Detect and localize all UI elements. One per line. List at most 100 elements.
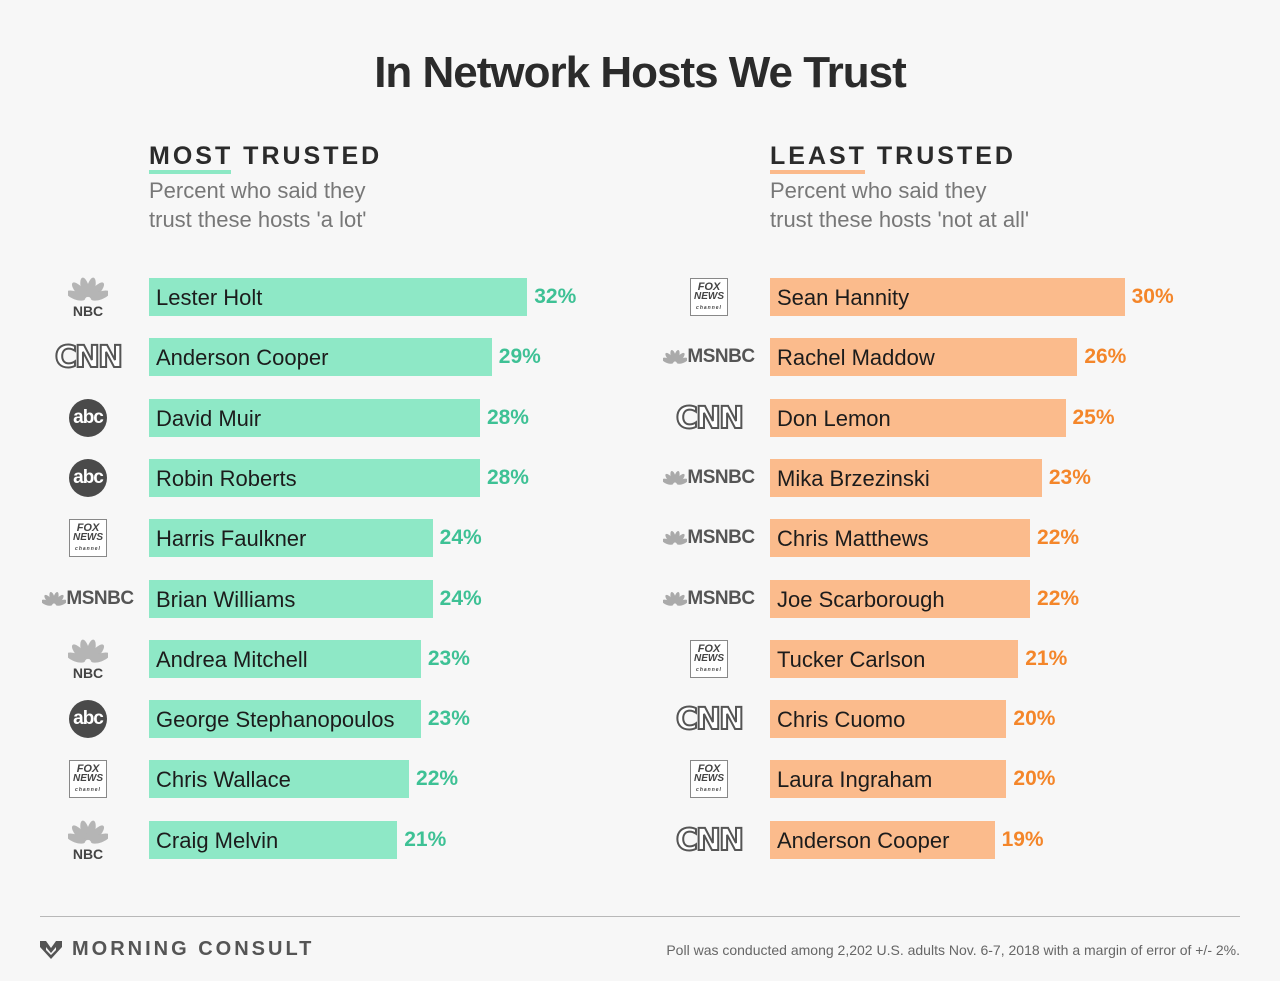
least-trusted-row: MSNBC Joe Scarborough 22% xyxy=(622,580,1280,618)
least-trusted-network-logo: FOX NEWS channel xyxy=(659,760,759,798)
least-trusted-network-logo: MSNBC xyxy=(659,519,759,557)
most-trusted-bar: Harris Faulkner xyxy=(149,519,433,557)
most-trusted-network-logo: FOX NEWS channel xyxy=(38,519,138,557)
fox-logo-news-text: NEWS xyxy=(73,531,103,543)
most-trusted-heading-first: MOST xyxy=(149,142,234,174)
abc-logo-icon: abc xyxy=(69,459,107,497)
most-trusted-value-label: 23% xyxy=(427,647,470,670)
cnn-logo-text: CNN xyxy=(675,822,745,859)
nbc-logo-text: NBC xyxy=(72,845,104,862)
fox-logo-news-text: NEWS xyxy=(694,652,724,664)
peacock-icon xyxy=(663,591,688,606)
most-trusted-host-name: Craig Melvin xyxy=(156,828,279,853)
least-trusted-row: FOX NEWS channel Tucker Carlson 21% xyxy=(622,640,1280,678)
abc-logo-icon: abc xyxy=(69,399,107,437)
least-trusted-row: CNN Anderson Cooper 19% xyxy=(622,821,1280,859)
least-trusted-host-name: Anderson Cooper xyxy=(777,828,950,853)
most-trusted-network-logo: CNN xyxy=(38,338,138,376)
least-trusted-value-label: 20% xyxy=(1013,767,1056,790)
fox-logo-channel-text: channel xyxy=(696,666,722,673)
least-trusted-row: CNN Chris Cuomo 20% xyxy=(622,700,1280,738)
least-trusted-bar: Joe Scarborough xyxy=(770,580,1031,618)
least-trusted-value-label: 22% xyxy=(1037,526,1080,549)
fox-logo-channel-text: channel xyxy=(696,304,722,311)
most-trusted-value-label: 24% xyxy=(439,526,482,549)
most-trusted-host-name: Harris Faulkner xyxy=(156,526,307,551)
cnn-logo-text: CNN xyxy=(54,339,124,376)
least-trusted-heading: LEAST TRUSTED xyxy=(770,142,1016,174)
least-trusted-bar: Laura Ingraham xyxy=(770,760,1007,798)
fox-logo-fox-text: FOX xyxy=(697,642,721,655)
most-trusted-row: FOX NEWS channel Harris Faulkner 24% xyxy=(0,519,640,557)
peacock-icon xyxy=(68,820,108,844)
most-trusted-heading-rest: TRUSTED xyxy=(243,142,383,170)
brand-name: MORNING CONSULT xyxy=(72,938,315,960)
most-trusted-network-logo: NBC xyxy=(38,820,138,862)
most-trusted-host-name: Anderson Cooper xyxy=(156,345,329,370)
fox-logo-channel-text: channel xyxy=(696,786,722,793)
least-trusted-value-label: 25% xyxy=(1072,406,1115,429)
peacock-icon xyxy=(68,277,108,301)
fox-logo-fox-text: FOX xyxy=(76,762,100,775)
most-trusted-value-label: 22% xyxy=(416,767,459,790)
abc-logo-text: abc xyxy=(73,407,104,428)
fox-logo-fox-text: FOX xyxy=(697,762,721,775)
peacock-icon xyxy=(42,591,67,606)
least-trusted-value-label: 23% xyxy=(1048,466,1091,489)
least-trusted-value-label: 22% xyxy=(1037,587,1080,610)
least-trusted-host-name: Tucker Carlson xyxy=(777,647,926,672)
most-trusted-subtitle-line1: Percent who said they xyxy=(149,178,366,203)
least-trusted-bar: Chris Cuomo xyxy=(770,700,1007,738)
fox-logo-channel-text: channel xyxy=(75,545,101,552)
footer-divider xyxy=(40,916,1240,917)
most-trusted-value-label: 21% xyxy=(404,828,447,851)
fox-logo-fox-text: FOX xyxy=(697,280,721,293)
peacock-icon xyxy=(663,349,688,364)
least-trusted-host-name: Chris Matthews xyxy=(777,526,929,551)
most-trusted-row: MSNBC Brian Williams 24% xyxy=(0,580,640,618)
fox-news-logo-icon: FOX NEWS channel xyxy=(69,760,107,798)
most-trusted-host-name: David Muir xyxy=(156,406,262,431)
most-trusted-bar: Anderson Cooper xyxy=(149,338,492,376)
msnbc-peacock-icon: MSNBC xyxy=(42,588,134,610)
least-trusted-row: FOX NEWS channel Sean Hannity 30% xyxy=(622,278,1280,316)
least-trusted-host-name: Mika Brzezinski xyxy=(777,466,930,491)
fox-logo-channel-text: channel xyxy=(75,786,101,793)
least-trusted-bar: Mika Brzezinski xyxy=(770,459,1042,497)
least-trusted-bar: Sean Hannity xyxy=(770,278,1125,316)
most-trusted-row: abc George Stephanopoulos 23% xyxy=(0,700,640,738)
most-trusted-network-logo: NBC xyxy=(38,639,138,681)
least-trusted-bar: Tucker Carlson xyxy=(770,640,1019,678)
most-trusted-network-logo: NBC xyxy=(38,277,138,319)
least-trusted-bar: Anderson Cooper xyxy=(770,821,995,859)
fox-news-logo-icon: FOX NEWS channel xyxy=(690,278,728,316)
fox-logo-news-text: NEWS xyxy=(73,772,103,784)
most-trusted-row: CNN Anderson Cooper 29% xyxy=(0,338,640,376)
least-trusted-row: FOX NEWS channel Laura Ingraham 20% xyxy=(622,760,1280,798)
most-trusted-bar: Brian Williams xyxy=(149,580,433,618)
abc-logo-text: abc xyxy=(73,467,104,488)
least-trusted-value-label: 20% xyxy=(1013,707,1056,730)
morning-consult-logo-icon xyxy=(40,940,62,959)
chart-title: In Network Hosts We Trust xyxy=(374,48,907,97)
nbc-logo-text: NBC xyxy=(72,664,104,681)
least-trusted-host-name: Rachel Maddow xyxy=(777,345,935,370)
most-trusted-subtitle-line2: trust these hosts 'a lot' xyxy=(149,207,367,232)
least-trusted-bar: Don Lemon xyxy=(770,399,1066,437)
least-trusted-subtitle-line1: Percent who said they xyxy=(770,178,987,203)
most-trusted-network-logo: abc xyxy=(38,399,138,437)
most-trusted-row: abc David Muir 28% xyxy=(0,399,640,437)
most-trusted-host-name: George Stephanopoulos xyxy=(156,707,395,732)
least-trusted-network-logo: CNN xyxy=(659,700,759,738)
most-trusted-subtitle: Percent who said they trust these hosts … xyxy=(149,176,367,234)
cnn-logo-text: CNN xyxy=(675,400,745,437)
most-trusted-network-logo: FOX NEWS channel xyxy=(38,760,138,798)
peacock-icon xyxy=(68,639,108,663)
msnbc-logo-text: MSNBC xyxy=(687,346,755,367)
cnn-logo-icon: CNN xyxy=(54,339,124,376)
most-trusted-value-label: 28% xyxy=(486,406,529,429)
most-trusted-value-label: 23% xyxy=(427,707,470,730)
least-trusted-host-name: Chris Cuomo xyxy=(777,707,906,732)
least-trusted-row: MSNBC Chris Matthews 22% xyxy=(622,519,1280,557)
cnn-logo-icon: CNN xyxy=(675,400,745,437)
